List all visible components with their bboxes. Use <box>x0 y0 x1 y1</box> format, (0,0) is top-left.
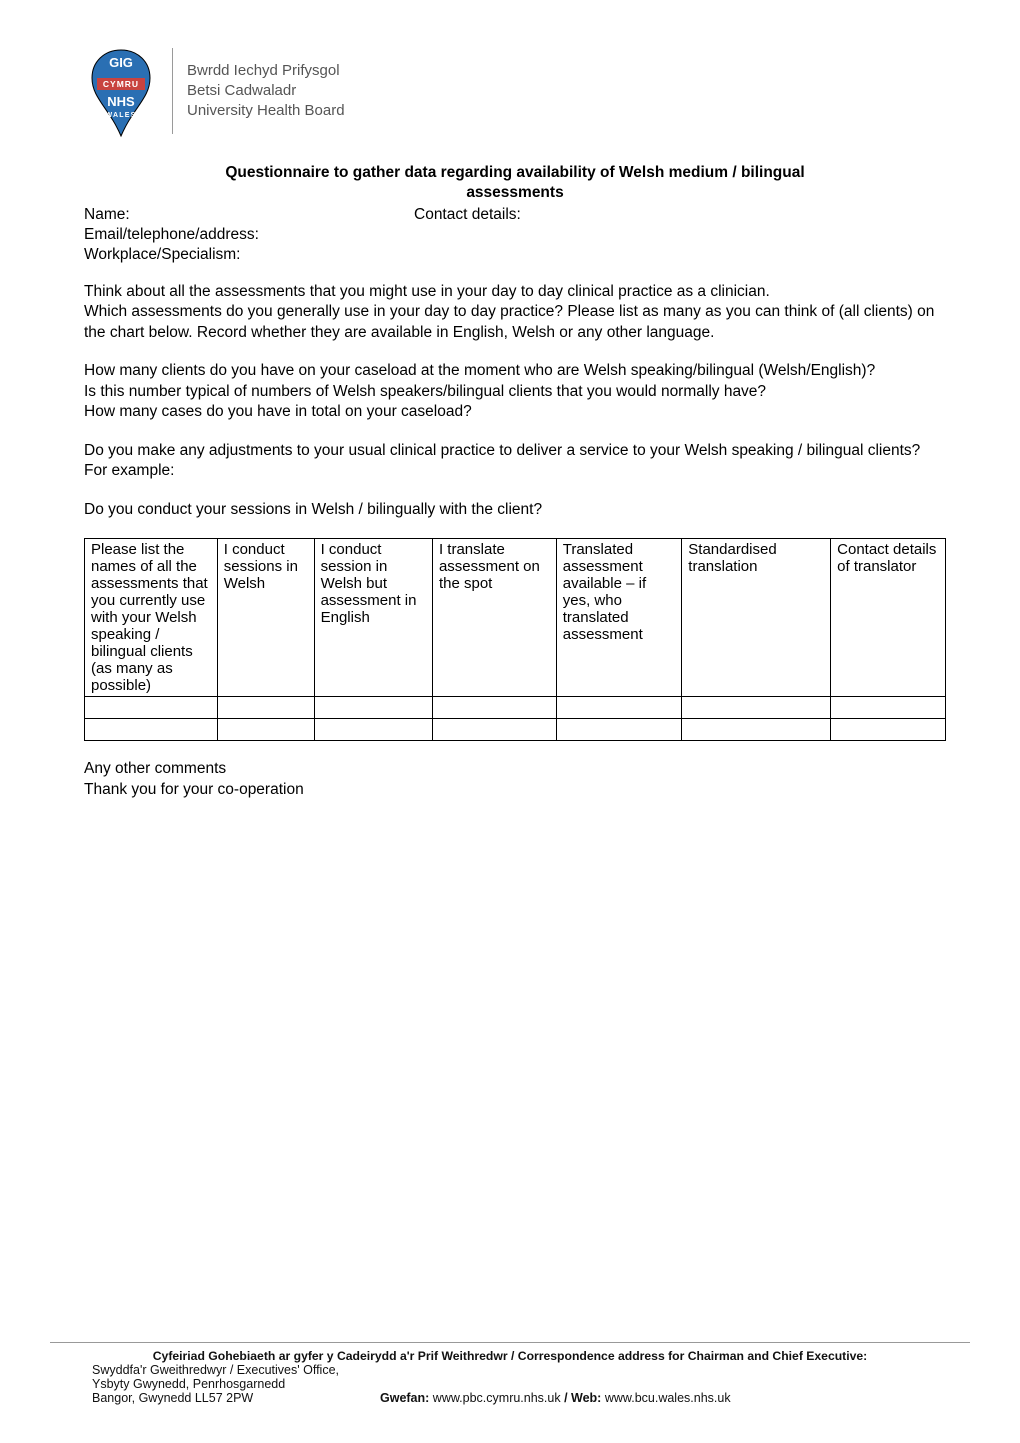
table-cell[interactable] <box>556 697 682 719</box>
table-header-2: I conduct session in Welsh but assessmen… <box>314 539 432 697</box>
field-name-label: Name: <box>84 206 414 224</box>
paragraph-2: Which assessments do you generally use i… <box>84 302 946 343</box>
logo-text-cymru: CYMRU <box>103 79 139 89</box>
page-footer: Cyfeiriad Gohebiaeth ar gyfer y Cadeiryd… <box>50 1342 970 1405</box>
footer-title: Cyfeiriad Gohebiaeth ar gyfer y Cadeiryd… <box>50 1349 970 1363</box>
paragraph-7: Do you conduct your sessions in Welsh / … <box>84 500 946 520</box>
table-cell[interactable] <box>85 697 218 719</box>
table-header-1: I conduct sessions in Welsh <box>217 539 314 697</box>
table-row <box>85 697 946 719</box>
document-title-line2: assessments <box>84 184 946 202</box>
table-cell[interactable] <box>682 719 831 741</box>
closing-line-2: Thank you for your co-operation <box>84 780 946 800</box>
table-cell[interactable] <box>432 719 556 741</box>
assessments-table: Please list the names of all the assessm… <box>84 538 946 741</box>
footer-web-label-1: Gwefan: <box>380 1391 429 1405</box>
footer-address-3: Bangor, Gwynedd LL57 2PW <box>50 1391 350 1405</box>
footer-web-url-2: www.bcu.wales.nhs.uk <box>601 1391 730 1405</box>
footer-address-2: Ysbyty Gwynedd, Penrhosgarnedd <box>50 1377 970 1391</box>
table-header-5: Standardised translation <box>682 539 831 697</box>
closing-line-1: Any other comments <box>84 759 946 779</box>
logo-svg: GIG CYMRU NHS WALES <box>84 48 158 138</box>
footer-web-url-1: www.pbc.cymru.nhs.uk <box>429 1391 564 1405</box>
paragraph-1: Think about all the assessments that you… <box>84 282 946 302</box>
org-line-3: University Health Board <box>187 101 345 121</box>
field-email-label: Email/telephone/address: <box>84 226 946 244</box>
field-contact-label: Contact details: <box>414 206 946 224</box>
org-line-1: Bwrdd Iechyd Prifysgol <box>187 61 345 81</box>
table-cell[interactable] <box>314 697 432 719</box>
header-logo-row: GIG CYMRU NHS WALES Bwrdd Iechyd Prifysg… <box>84 48 946 138</box>
table-row <box>85 719 946 741</box>
table-cell[interactable] <box>831 697 946 719</box>
footer-web: Gwefan: www.pbc.cymru.nhs.uk / Web: www.… <box>350 1391 970 1405</box>
logo-text-nhs: NHS <box>107 94 135 109</box>
table-cell[interactable] <box>314 719 432 741</box>
table-cell[interactable] <box>217 697 314 719</box>
table-cell[interactable] <box>217 719 314 741</box>
table-body <box>85 697 946 741</box>
document-title-line1: Questionnaire to gather data regarding a… <box>84 164 946 182</box>
footer-web-label-2: / Web: <box>564 1391 601 1405</box>
table-cell[interactable] <box>556 719 682 741</box>
nhs-wales-logo: GIG CYMRU NHS WALES <box>84 48 158 138</box>
logo-text-gig: GIG <box>109 55 133 70</box>
field-workplace-label: Workplace/Specialism: <box>84 246 946 264</box>
table-header-row: Please list the names of all the assessm… <box>85 539 946 697</box>
table-cell[interactable] <box>85 719 218 741</box>
table-cell[interactable] <box>831 719 946 741</box>
paragraph-4: Is this number typical of numbers of Wel… <box>84 382 946 402</box>
table-header-6: Contact details of translator <box>831 539 946 697</box>
org-name-block: Bwrdd Iechyd Prifysgol Betsi Cadwaladr U… <box>172 48 345 134</box>
table-header-3: I translate assessment on the spot <box>432 539 556 697</box>
table-header-4: Translated assessment available – if yes… <box>556 539 682 697</box>
footer-address-1: Swyddfa'r Gweithredwyr / Executives' Off… <box>50 1363 970 1377</box>
org-line-2: Betsi Cadwaladr <box>187 81 345 101</box>
paragraph-3: How many clients do you have on your cas… <box>84 361 946 381</box>
paragraph-5: How many cases do you have in total on y… <box>84 402 946 422</box>
logo-text-wales: WALES <box>106 112 137 119</box>
table-header-0: Please list the names of all the assessm… <box>85 539 218 697</box>
paragraph-6: Do you make any adjustments to your usua… <box>84 441 946 482</box>
logo-divider <box>172 48 173 134</box>
table-cell[interactable] <box>432 697 556 719</box>
table-cell[interactable] <box>682 697 831 719</box>
